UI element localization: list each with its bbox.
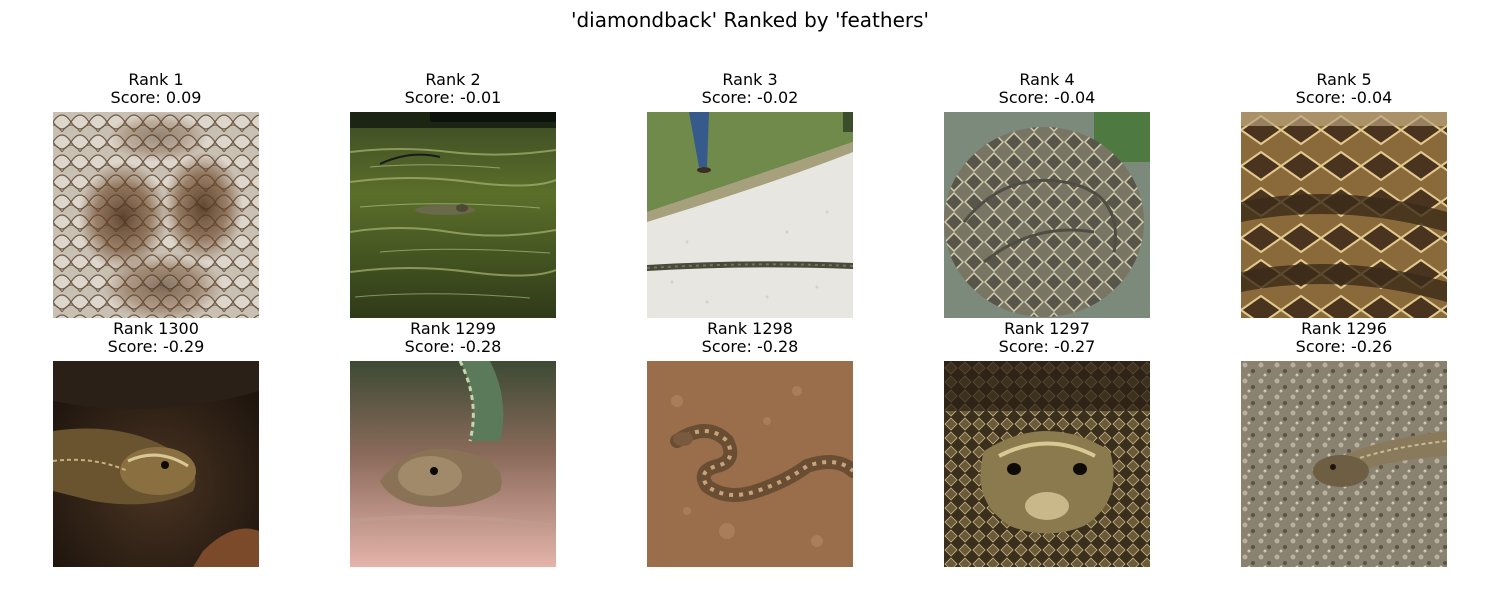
snake-on-gravel-image xyxy=(1241,361,1447,567)
cell-title: Rank 1297 Score: -0.27 xyxy=(894,320,1200,356)
thumbnail-rattlesnake-on-rock xyxy=(350,361,556,567)
thumbnail-snake-in-water xyxy=(350,112,556,318)
snake-on-sand-image xyxy=(647,361,853,567)
rank-label: Rank 5 xyxy=(1316,70,1372,89)
cell-title: Rank 1296 Score: -0.26 xyxy=(1191,320,1497,356)
score-label: Score: -0.28 xyxy=(404,337,502,356)
score-label: Score: -0.29 xyxy=(107,337,205,356)
snake-pattern-image xyxy=(1241,112,1447,318)
coiled-snake-image xyxy=(944,112,1150,318)
thumbnail-snake-on-path xyxy=(647,112,853,318)
rank-label: Rank 1297 xyxy=(1004,319,1090,338)
score-label: Score: 0.09 xyxy=(110,88,202,107)
score-label: Score: -0.26 xyxy=(1295,337,1393,356)
rank-label: Rank 3 xyxy=(722,70,778,89)
cell-title: Rank 3 Score: -0.02 xyxy=(597,71,903,107)
score-label: Score: -0.27 xyxy=(998,337,1096,356)
rank-label: Rank 1300 xyxy=(113,319,199,338)
score-label: Score: -0.01 xyxy=(404,88,502,107)
cell-title: Rank 5 Score: -0.04 xyxy=(1191,71,1497,107)
thumbnail-rattlesnake-pattern xyxy=(1241,112,1447,318)
snake-on-rock-image xyxy=(350,361,556,567)
gravel-path-image xyxy=(647,112,853,318)
rank-label: Rank 1296 xyxy=(1301,319,1387,338)
rank-label: Rank 1298 xyxy=(707,319,793,338)
snake-face-image xyxy=(944,361,1150,567)
figure-title: 'diamondback' Ranked by 'feathers' xyxy=(570,8,930,32)
thumbnail-snake-face-front xyxy=(944,361,1150,567)
snake-scales-image xyxy=(53,112,259,318)
thumbnail-snake-head-dark xyxy=(53,361,259,567)
water-scene-image xyxy=(350,112,556,318)
rank-label: Rank 1 xyxy=(128,70,184,89)
score-label: Score: -0.04 xyxy=(1295,88,1393,107)
thumbnail-snake-on-sand xyxy=(647,361,853,567)
cell-title: Rank 1 Score: 0.09 xyxy=(3,71,309,107)
snake-head-image xyxy=(53,361,259,567)
cell-title: Rank 4 Score: -0.04 xyxy=(894,71,1200,107)
cell-title: Rank 1300 Score: -0.29 xyxy=(3,320,309,356)
rank-label: Rank 4 xyxy=(1019,70,1075,89)
thumbnail-coiled-rattlesnake xyxy=(944,112,1150,318)
thumbnail-snake-on-gravel xyxy=(1241,361,1447,567)
cell-title: Rank 1298 Score: -0.28 xyxy=(597,320,903,356)
rank-label: Rank 1299 xyxy=(410,319,496,338)
score-label: Score: -0.04 xyxy=(998,88,1096,107)
cell-title: Rank 2 Score: -0.01 xyxy=(300,71,606,107)
rank-label: Rank 2 xyxy=(425,70,481,89)
score-label: Score: -0.28 xyxy=(701,337,799,356)
thumbnail-snake-scales-closeup xyxy=(53,112,259,318)
cell-title: Rank 1299 Score: -0.28 xyxy=(300,320,606,356)
score-label: Score: -0.02 xyxy=(701,88,799,107)
